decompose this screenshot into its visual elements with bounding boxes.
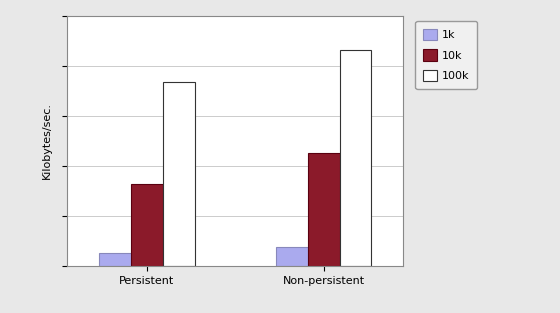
Bar: [99, 254, 131, 266]
Bar: [276, 247, 307, 266]
Bar: [163, 82, 194, 266]
Bar: [131, 184, 163, 266]
Legend: 1k, 10k, 100k: 1k, 10k, 100k: [416, 21, 478, 89]
Bar: [339, 50, 371, 266]
Y-axis label: Kilobytes/sec.: Kilobytes/sec.: [42, 102, 52, 179]
Bar: [307, 153, 339, 266]
